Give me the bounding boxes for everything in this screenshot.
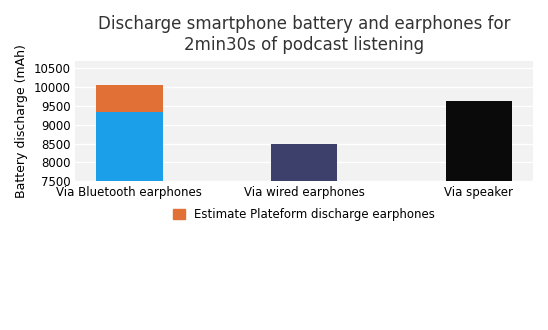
Bar [96,112,163,181]
Bar [446,101,512,181]
Title: Discharge smartphone battery and earphones for
2min30s of podcast listening: Discharge smartphone battery and earphon… [98,15,510,54]
Y-axis label: Battery discharge (mAh): Battery discharge (mAh) [15,44,28,198]
Legend: Estimate Plateform discharge earphones: Estimate Plateform discharge earphones [168,203,440,226]
Bar [96,84,163,112]
Bar [271,144,338,181]
